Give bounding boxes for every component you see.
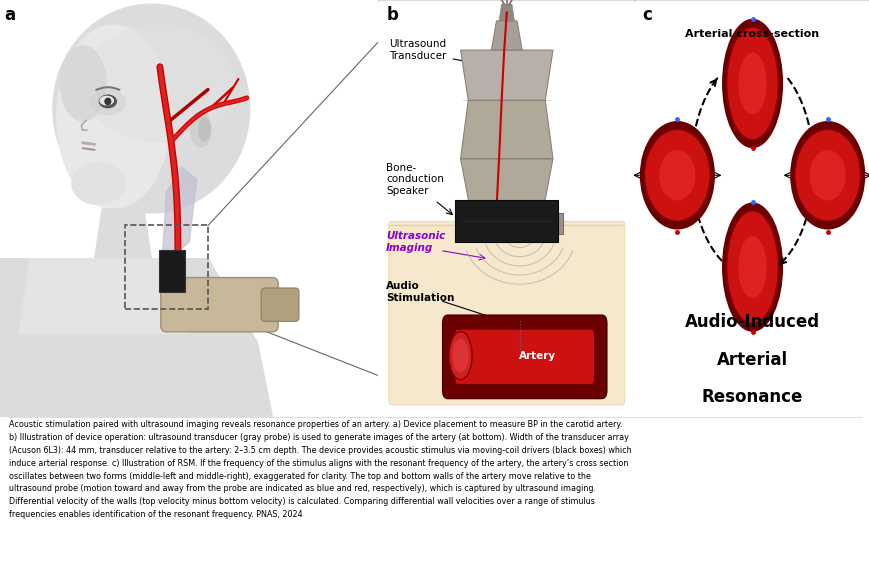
Text: c: c: [641, 6, 651, 24]
Bar: [475, 213, 562, 233]
Ellipse shape: [61, 46, 106, 121]
FancyBboxPatch shape: [161, 277, 278, 332]
Ellipse shape: [738, 236, 766, 298]
FancyBboxPatch shape: [442, 315, 607, 399]
Ellipse shape: [644, 129, 709, 221]
Ellipse shape: [659, 150, 694, 201]
Ellipse shape: [53, 4, 249, 213]
Text: b: b: [386, 6, 397, 24]
Text: a: a: [3, 6, 15, 24]
Text: Resonance: Resonance: [701, 388, 802, 406]
Ellipse shape: [721, 19, 782, 148]
Ellipse shape: [452, 339, 468, 372]
Ellipse shape: [738, 52, 766, 114]
Text: Arterial cross-section: Arterial cross-section: [685, 29, 819, 39]
Polygon shape: [460, 50, 553, 100]
Ellipse shape: [100, 96, 113, 105]
Ellipse shape: [72, 163, 125, 205]
Bar: [159, 250, 185, 292]
Polygon shape: [0, 259, 272, 417]
Ellipse shape: [83, 25, 235, 142]
FancyBboxPatch shape: [632, 0, 869, 421]
FancyBboxPatch shape: [375, 0, 637, 421]
Ellipse shape: [794, 129, 859, 221]
Text: Audio-Induced: Audio-Induced: [684, 313, 819, 331]
Text: Arterial: Arterial: [716, 351, 787, 369]
FancyBboxPatch shape: [388, 221, 624, 405]
Text: Ultrasound
Transducer: Ultrasound Transducer: [388, 39, 446, 61]
Polygon shape: [460, 158, 553, 213]
Bar: [455, 200, 558, 242]
Ellipse shape: [448, 332, 472, 380]
Text: Artery: Artery: [519, 351, 555, 360]
Ellipse shape: [90, 90, 125, 115]
Ellipse shape: [809, 150, 845, 201]
Text: Acoustic stimulation paired with ultrasound imaging reveals resonance properties: Acoustic stimulation paired with ultraso…: [9, 420, 631, 519]
Ellipse shape: [721, 202, 782, 332]
FancyBboxPatch shape: [261, 288, 299, 321]
Text: Ultrasonic
Imaging: Ultrasonic Imaging: [386, 231, 445, 253]
Ellipse shape: [726, 211, 778, 324]
Polygon shape: [163, 167, 196, 259]
Ellipse shape: [789, 121, 865, 230]
Ellipse shape: [56, 25, 170, 209]
Polygon shape: [460, 100, 553, 158]
Text: Bone-
conduction
Speaker: Bone- conduction Speaker: [386, 163, 443, 196]
Polygon shape: [499, 4, 514, 21]
FancyBboxPatch shape: [455, 330, 594, 384]
Ellipse shape: [190, 112, 211, 147]
Ellipse shape: [726, 27, 778, 140]
Ellipse shape: [105, 98, 110, 104]
Ellipse shape: [198, 118, 209, 141]
Ellipse shape: [639, 121, 714, 230]
Polygon shape: [491, 21, 521, 50]
Polygon shape: [19, 259, 189, 334]
Ellipse shape: [99, 95, 116, 108]
Polygon shape: [95, 209, 151, 259]
Text: Audio
Stimulation: Audio Stimulation: [386, 281, 454, 303]
